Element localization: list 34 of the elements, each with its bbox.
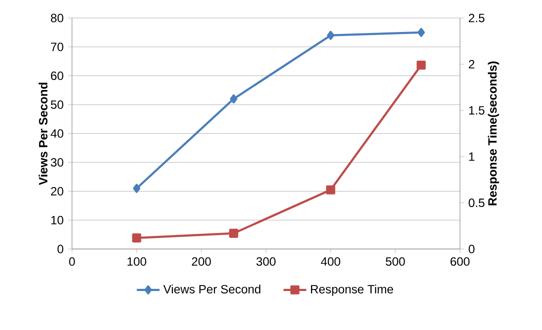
x-tick-label: 200 [192,257,211,266]
y2-tick-label: 0 [468,244,474,254]
y-axis-title: Views Per Second [38,82,48,186]
y-tick-label: 0 [58,244,64,254]
point [416,60,426,70]
point [326,185,336,194]
y2-axis-title: Response Time(seconds) [488,62,500,206]
y-tick-label: 50 [50,100,64,109]
point [326,30,334,40]
point [418,28,425,37]
y2-tick-label: 2.5 [468,14,484,22]
legend-label: Response Time [310,284,394,296]
point [132,184,140,193]
x-tick-label: 500 [386,257,405,266]
y-tick-label: 30 [50,158,64,167]
y-tick-label: 80 [50,14,64,22]
y-tick-label: 10 [51,216,64,224]
y-tick-label: 20 [50,187,64,196]
point [230,94,238,104]
y2-tick-label: 1 [469,152,474,161]
y-tick-label: 60 [50,72,64,80]
point [132,233,142,242]
y2-tick-label: 0.5 [468,198,484,208]
x-tick-label: 100 [128,257,146,266]
y2-tick-label: 2 [468,60,474,68]
x-tick-label: 600 [450,257,470,266]
y-tick-label: 40 [50,129,64,138]
point [229,228,238,238]
x-tick-label: 0 [69,257,75,266]
x-tick-label: 300 [256,257,276,266]
y2-tick-label: 1.5 [469,106,484,115]
x-tick-label: 400 [320,257,340,266]
legend-label: Views Per Second [163,284,260,294]
y-tick-label: 70 [50,42,64,52]
